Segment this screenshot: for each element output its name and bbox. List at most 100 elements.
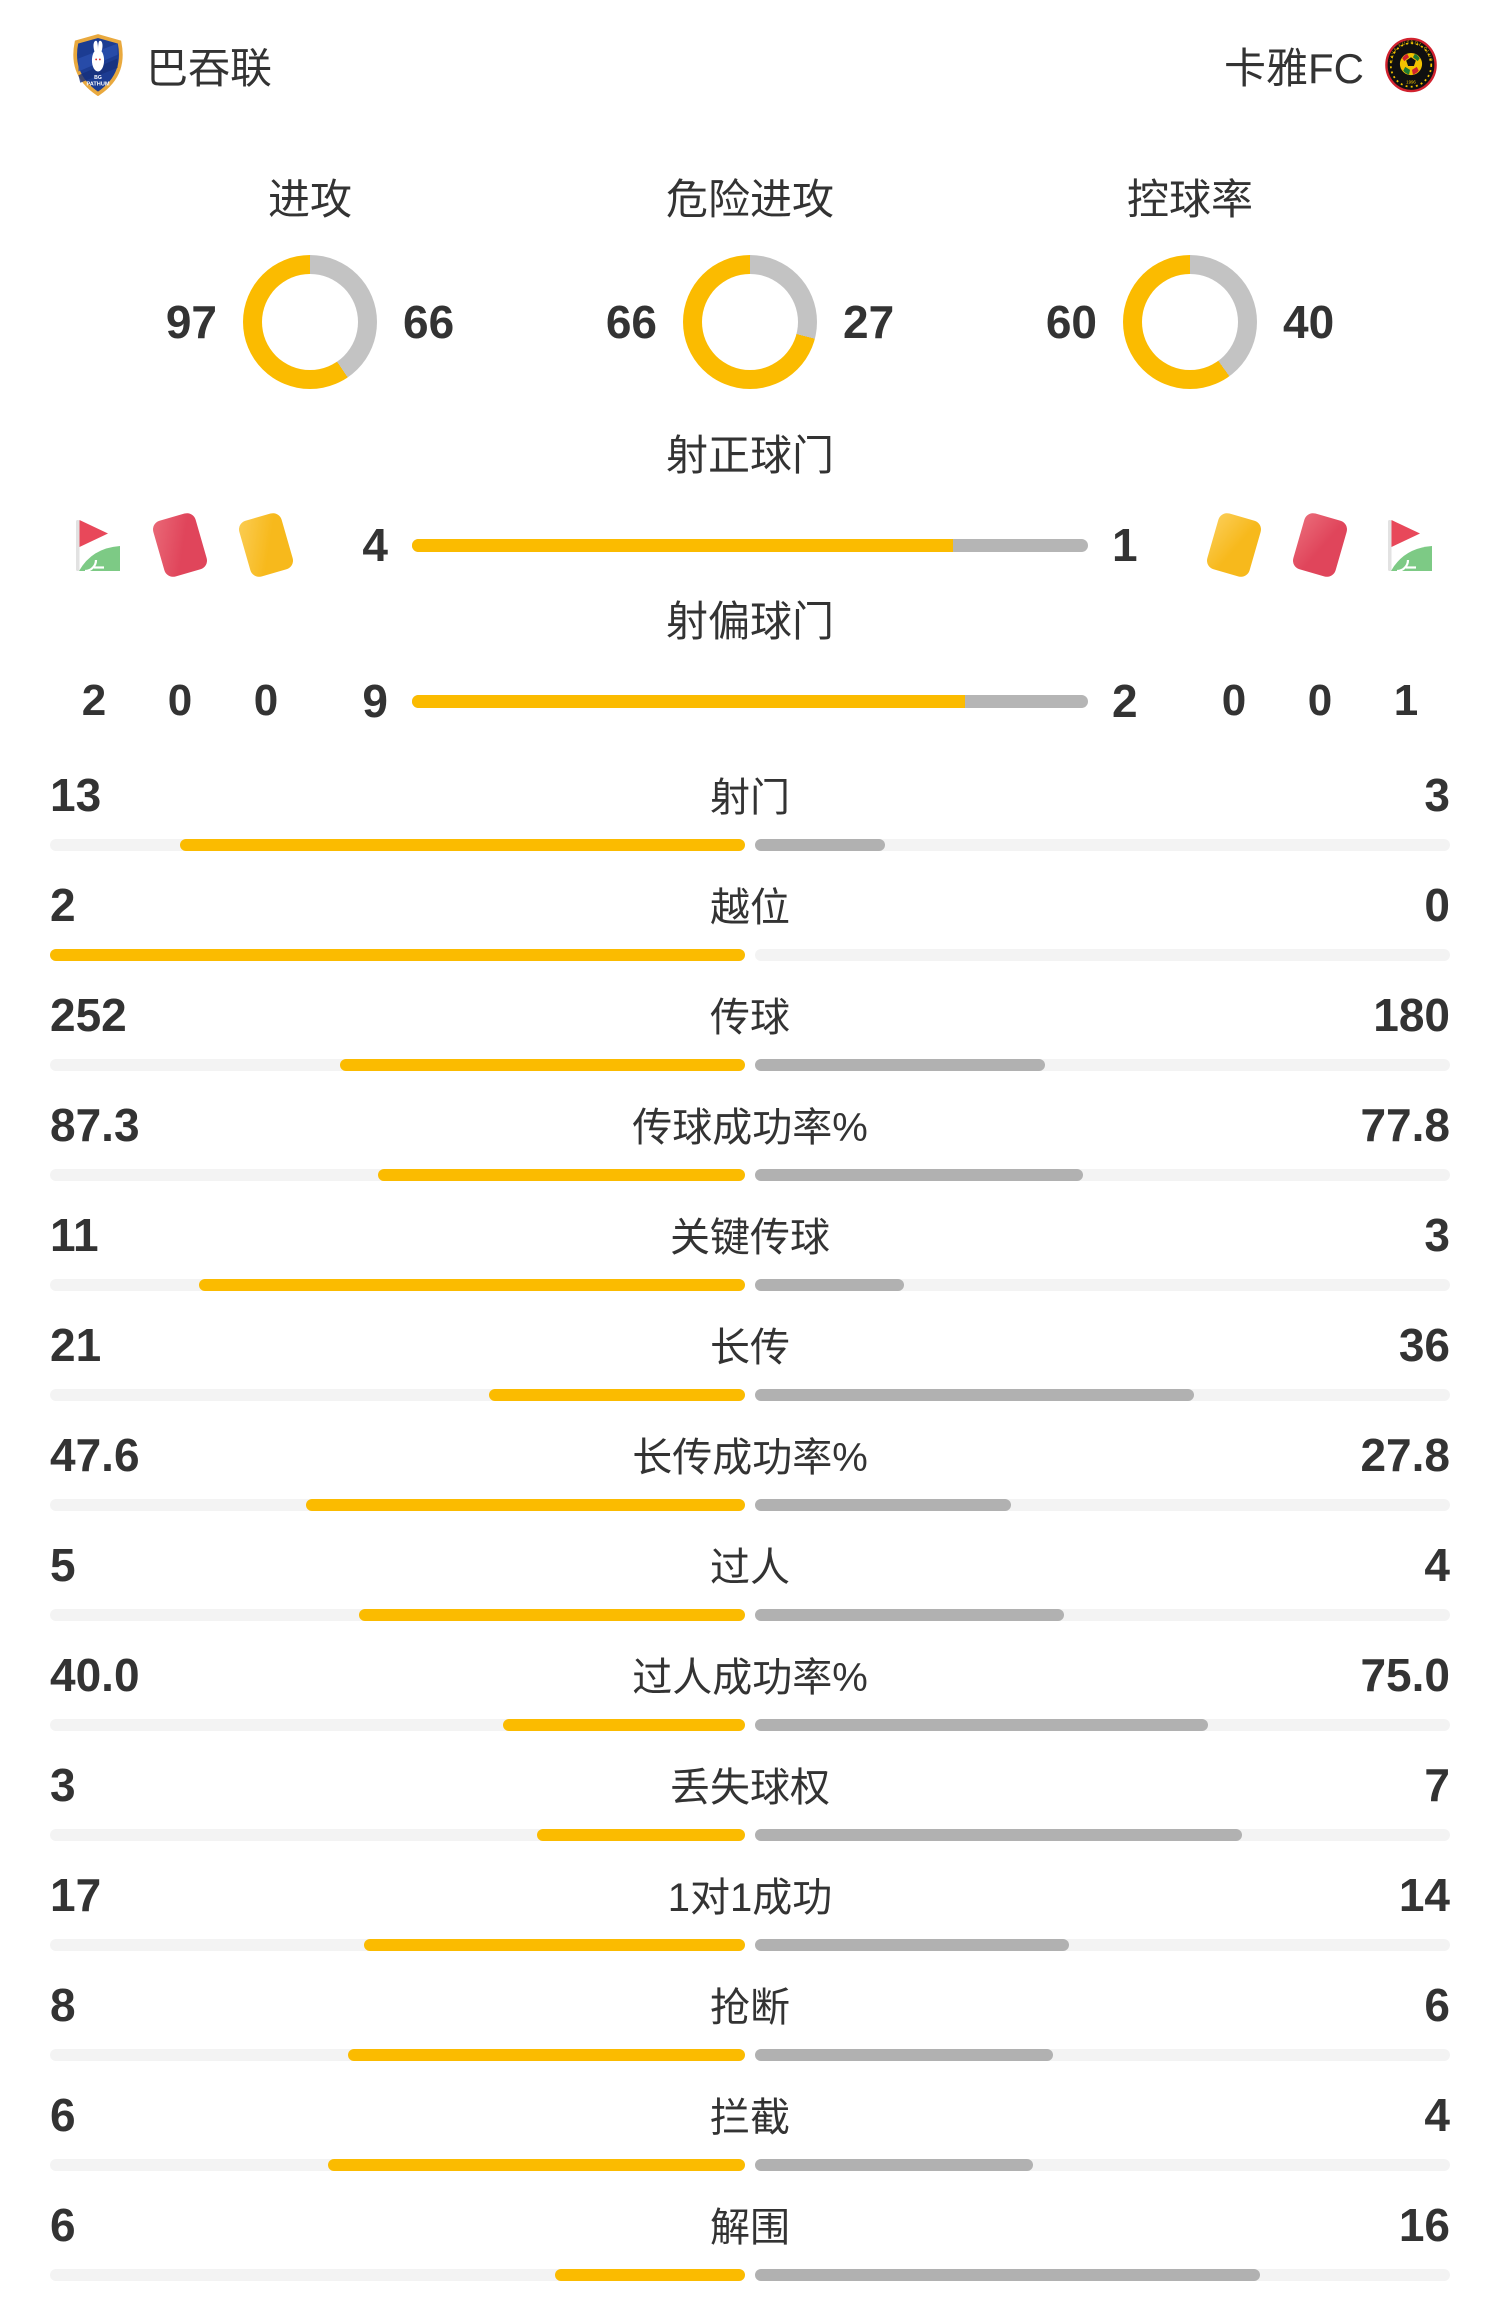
stat-home-value: 17 xyxy=(50,1869,102,1921)
stat-home-value: 5 xyxy=(50,1539,76,1591)
away-stat-bar xyxy=(755,1389,1450,1401)
shots-on-target-bar-row: 4 1 xyxy=(330,518,1170,572)
home-discipline-counts: 2 0 0 xyxy=(50,676,330,726)
stat-away-value: 180 xyxy=(1373,989,1450,1041)
donut-dangerous-attacks: 危险进攻 66 27 xyxy=(530,166,970,389)
away-stat-bar xyxy=(755,1169,1450,1181)
donut-title: 危险进攻 xyxy=(665,176,834,223)
donut-home-value: 60 xyxy=(1045,296,1097,348)
stat-row: 3 丢失球权 7 xyxy=(50,1755,1450,1865)
stat-row: 13 射门 3 xyxy=(50,765,1450,875)
donut-away-value: 27 xyxy=(843,296,895,348)
away-stat-bar xyxy=(755,949,1450,961)
stat-row: 17 1对1成功 14 xyxy=(50,1865,1450,1975)
stat-home-value: 11 xyxy=(50,1209,99,1261)
home-discipline-icons xyxy=(50,511,330,579)
donut-title: 进攻 xyxy=(267,176,352,223)
stat-label: 长传 xyxy=(710,1326,790,1370)
stat-label: 过人 xyxy=(710,1546,790,1590)
stat-label: 丢失球权 xyxy=(670,1766,830,1810)
stat-away-value: 14 xyxy=(1398,1869,1450,1921)
home-stat-bar xyxy=(50,1609,745,1621)
stat-home-value: 21 xyxy=(50,1319,102,1371)
stat-row: 11 关键传球 3 xyxy=(50,1205,1450,1315)
stat-away-value: 4 xyxy=(1424,1539,1450,1591)
home-yellow-cards-count: 0 xyxy=(253,676,279,725)
donut-away-value: 66 xyxy=(403,296,455,348)
stat-away-value: 36 xyxy=(1398,1319,1450,1371)
away-team-name: 卡雅FC xyxy=(1224,44,1364,92)
stat-row: 87.3 传球成功率% 77.8 xyxy=(50,1095,1450,1205)
stat-home-value: 13 xyxy=(50,769,102,821)
stat-label: 解围 xyxy=(710,2206,790,2250)
stat-home-value: 40.0 xyxy=(50,1649,140,1701)
stat-row: 5 过人 4 xyxy=(50,1535,1450,1645)
stat-label: 传球 xyxy=(710,996,790,1040)
red-card-icon xyxy=(1290,511,1350,579)
corner-flag-icon xyxy=(1376,515,1436,575)
home-team[interactable]: BG PATHUM 巴吞联 xyxy=(70,34,272,96)
home-stat-bar xyxy=(50,2049,745,2061)
svg-text:1996: 1996 xyxy=(1406,79,1416,84)
stat-away-value: 7 xyxy=(1424,1759,1450,1811)
shots-off-target-title: 射偏球门 xyxy=(665,598,834,645)
shots-on-target-home: 4 xyxy=(362,519,388,571)
away-stat-bar xyxy=(755,1719,1450,1731)
away-stat-bar xyxy=(755,2159,1450,2171)
away-stat-bar xyxy=(755,1939,1450,1951)
stat-away-value: 3 xyxy=(1424,769,1450,821)
stat-away-value: 27.8 xyxy=(1360,1429,1450,1481)
stat-home-value: 6 xyxy=(50,2089,76,2141)
stat-away-value: 16 xyxy=(1398,2199,1450,2251)
match-stats-page: { "header": { "home_team": { "name": "巴吞… xyxy=(0,0,1500,2244)
yellow-card-icon xyxy=(236,511,296,579)
stat-row: 8 抢断 6 xyxy=(50,1975,1450,2085)
home-team-name: 巴吞联 xyxy=(146,44,273,92)
stat-home-value: 252 xyxy=(50,989,127,1041)
home-stat-bar xyxy=(50,1499,745,1511)
stat-label: 拦截 xyxy=(710,2096,790,2140)
stats-section: 13 射门 3 2 越位 0 252 传球 180 xyxy=(0,765,1500,2305)
away-corners-count: 1 xyxy=(1393,676,1419,725)
stat-row: 21 长传 36 xyxy=(50,1315,1450,1425)
shots-on-target-title: 射正球门 xyxy=(665,432,834,479)
away-stat-bar xyxy=(755,839,1450,851)
home-red-cards-count: 0 xyxy=(167,676,193,725)
shots-on-target-away: 1 xyxy=(1112,519,1138,571)
stat-home-value: 3 xyxy=(50,1759,76,1811)
away-stat-bar xyxy=(755,2269,1450,2281)
home-stat-bar xyxy=(50,949,745,961)
donut-possession: 控球率 60 40 xyxy=(970,166,1410,389)
home-stat-bar xyxy=(50,1939,745,1951)
donut-section: 进攻 97 66 危险进攻 66 27 控球率 60 40 xyxy=(0,166,1500,389)
home-stat-bar xyxy=(50,2269,745,2281)
stat-row: 6 解围 16 xyxy=(50,2195,1450,2305)
stat-home-value: 8 xyxy=(50,1979,76,2031)
home-stat-bar xyxy=(50,839,745,851)
away-stat-bar xyxy=(755,2049,1450,2061)
home-stat-bar xyxy=(50,1169,745,1181)
stat-row: 47.6 长传成功率% 27.8 xyxy=(50,1425,1450,1535)
svg-text:PATHUM: PATHUM xyxy=(86,82,109,88)
stat-label: 关键传球 xyxy=(670,1216,830,1260)
away-stat-bar xyxy=(755,1609,1450,1621)
stat-away-value: 0 xyxy=(1424,879,1450,931)
donut-chart xyxy=(683,255,817,389)
away-yellow-cards-count: 0 xyxy=(1221,676,1247,725)
away-discipline-icons xyxy=(1170,511,1450,579)
shots-off-target-home: 9 xyxy=(362,675,388,727)
away-team[interactable]: 卡雅FC KAYA FUTBOL CLUB 1996 xyxy=(1224,35,1438,96)
stat-home-value: 6 xyxy=(50,2199,76,2251)
stat-label: 射门 xyxy=(710,776,790,820)
stat-row: 40.0 过人成功率% 75.0 xyxy=(50,1645,1450,1755)
stat-home-value: 2 xyxy=(50,879,76,931)
home-corners-count: 2 xyxy=(81,676,107,725)
away-red-cards-count: 0 xyxy=(1307,676,1333,725)
stat-row: 252 传球 180 xyxy=(50,985,1450,1095)
home-stat-bar xyxy=(50,1719,745,1731)
donut-chart xyxy=(1123,255,1257,389)
donut-home-value: 66 xyxy=(605,296,657,348)
stat-row: 2 越位 0 xyxy=(50,875,1450,985)
home-stat-bar xyxy=(50,1279,745,1291)
away-stat-bar xyxy=(755,1499,1450,1511)
